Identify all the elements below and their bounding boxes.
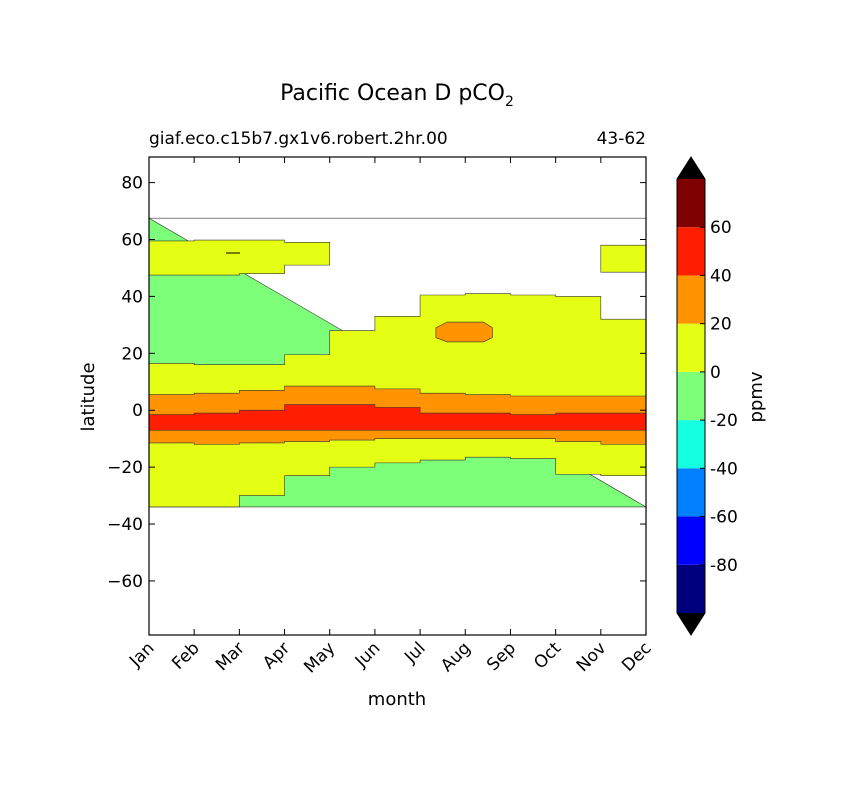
colorbar-swatch	[677, 275, 705, 324]
colorbar-outline	[676, 156, 706, 636]
x-tick-label: Sep	[483, 638, 520, 675]
y-tick-label: −60	[107, 572, 143, 592]
y-axis: 80 60 40 20 0 −20 −40 −60	[107, 174, 646, 592]
x-tick-label: Mar	[212, 638, 249, 675]
x-tick-label: Dec	[618, 638, 655, 675]
colorbar-swatch	[677, 468, 705, 517]
colorbar-extend-over	[677, 157, 705, 179]
y-tick-label: −40	[107, 515, 143, 535]
y-tick-label: 20	[121, 344, 143, 364]
x-tick-label: Feb	[168, 638, 203, 673]
x-tick-label: Jul	[400, 638, 429, 667]
contour-region	[148, 404, 647, 431]
chart-title-subscript: 2	[505, 94, 514, 110]
y-tick-label: 80	[121, 174, 143, 194]
colorbar-tick-label: 40	[710, 266, 732, 286]
y-tick-label: −20	[107, 458, 143, 478]
colorbar-swatch	[677, 179, 705, 228]
x-tick-label: Oct	[530, 638, 565, 673]
colorbar-tick-label: -40	[710, 459, 738, 479]
y-axis-label: latitude	[78, 362, 99, 431]
run-name-label: giaf.eco.c15b7.gx1v6.robert.2hr.00	[149, 129, 448, 149]
x-tick-label: Nov	[573, 638, 611, 676]
plot-area: Jan Feb Mar Apr May Jun Jul Aug Sep Oct Nov Dec 80 6…	[107, 156, 656, 677]
colorbar-tick-label: 0	[710, 363, 721, 383]
colorbar-tick-label: 60	[710, 218, 732, 238]
x-tick-label: Jun	[351, 638, 385, 672]
x-tick-label: May	[300, 638, 339, 677]
colorbar-swatch	[677, 420, 705, 469]
colorbar-tick-label: -20	[710, 411, 738, 431]
colorbar-swatch	[677, 371, 705, 421]
colorbar: 60 40 20 0 -20 -40 -60 -80	[676, 156, 738, 636]
y-tick-label: 0	[132, 401, 143, 421]
y-tick-label: 40	[121, 287, 143, 307]
colorbar-tick-label: 20	[710, 315, 732, 335]
x-axis-label: month	[368, 689, 426, 710]
contour-region	[600, 243, 647, 273]
chart-title: Pacific Ocean D pCO2	[280, 81, 514, 110]
y-tick-label: 60	[121, 231, 143, 251]
x-tick-label: Jan	[125, 638, 158, 671]
colorbar-swatch	[677, 564, 705, 613]
plot-frame	[148, 156, 647, 636]
contour-region	[435, 321, 493, 343]
colorbar-tick-label: -60	[710, 508, 738, 528]
contour-regions	[147, 217, 648, 508]
x-tick-label: Apr	[259, 638, 294, 673]
colorbar-swatch	[677, 227, 705, 276]
colorbar-swatch	[677, 516, 705, 565]
colorbar-extend-under	[677, 613, 705, 635]
contour-region	[148, 239, 331, 276]
year-range-label: 43-62	[597, 129, 646, 149]
colorbar-label: ppmv	[746, 371, 767, 422]
x-tick-label: Aug	[437, 638, 475, 676]
colorbar-tick-label: -80	[710, 556, 738, 576]
colorbar-swatch	[677, 323, 705, 372]
